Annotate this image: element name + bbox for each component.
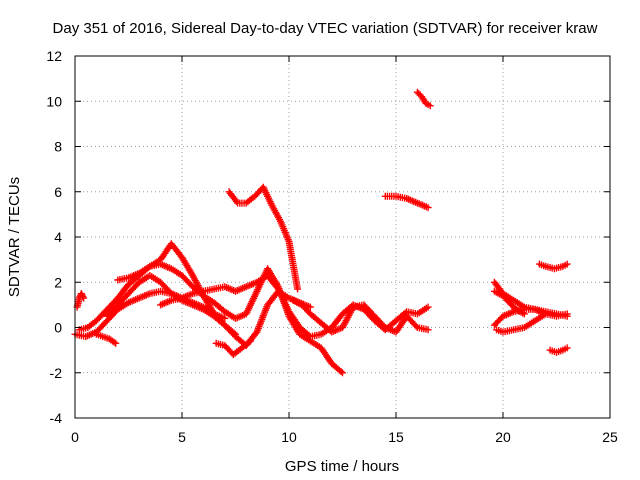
grid — [75, 56, 610, 418]
y-tick-label: 8 — [54, 139, 62, 155]
x-tick-label: 15 — [388, 429, 404, 445]
series-sat-k — [381, 192, 432, 212]
y-tick-label: 0 — [54, 320, 62, 336]
data-point-markers — [413, 88, 434, 110]
series-sat-l — [413, 88, 434, 110]
data-point-markers — [535, 260, 571, 273]
y-tick-label: 6 — [54, 184, 62, 200]
data-point-markers — [546, 344, 571, 356]
data-points — [71, 88, 571, 377]
data-point-markers — [381, 192, 432, 212]
series-sat-o — [490, 287, 528, 318]
x-axis-title: GPS time / hours — [285, 458, 399, 475]
series-sat-r — [546, 344, 571, 356]
data-point-markers — [212, 337, 254, 359]
series-sat-i — [73, 290, 88, 311]
chart-title: Day 351 of 2016, Sidereal Day-to-day VTE… — [53, 20, 598, 37]
x-tick-label: 20 — [495, 429, 511, 445]
y-tick-label: -2 — [50, 365, 63, 381]
series-sat-e — [157, 272, 432, 341]
y-tick-label: 10 — [46, 93, 62, 109]
data-point-markers — [92, 330, 120, 347]
axis-ticks: 0 5 10 15 20 25 -4 -2 0 2 4 6 8 10 12 — [46, 48, 618, 445]
x-tick-label: 5 — [178, 429, 186, 445]
data-point-markers — [73, 290, 88, 311]
series-sat-g — [289, 296, 432, 336]
y-tick-label: -4 — [50, 410, 63, 426]
x-tick-label: 10 — [281, 429, 297, 445]
data-point-markers — [289, 296, 432, 336]
data-point-markers — [157, 272, 432, 341]
data-point-markers — [493, 310, 550, 336]
x-tick-label: 25 — [602, 429, 618, 445]
series-sat-p — [493, 310, 550, 336]
data-point-markers — [225, 183, 302, 293]
y-tick-label: 4 — [54, 229, 62, 245]
y-axis-title: SDTVAR / TECUs — [6, 177, 23, 297]
series-sat-h — [212, 337, 254, 359]
x-tick-label: 0 — [71, 429, 79, 445]
y-tick-label: 2 — [54, 274, 62, 290]
data-point-markers — [490, 287, 528, 318]
series-sat-f — [225, 183, 302, 293]
y-tick-label: 12 — [46, 48, 62, 64]
series-sat-q — [535, 260, 571, 273]
series-sat-j — [92, 330, 120, 347]
